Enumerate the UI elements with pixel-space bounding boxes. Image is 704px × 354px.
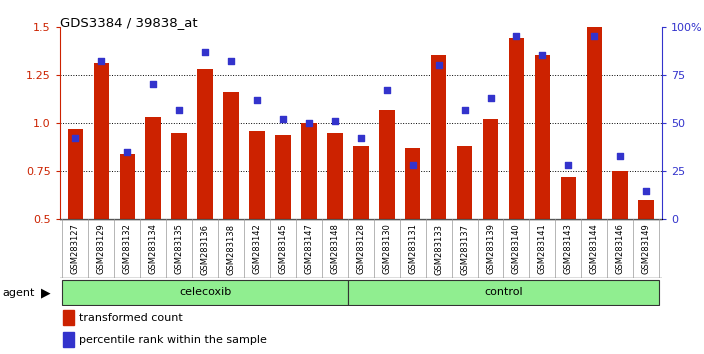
- Bar: [94, 63, 109, 219]
- Bar: [63, 332, 74, 347]
- Point: [459, 107, 470, 112]
- Point: [485, 95, 496, 101]
- Bar: [197, 69, 213, 219]
- Text: GSM283141: GSM283141: [538, 224, 547, 274]
- FancyBboxPatch shape: [348, 280, 659, 305]
- Bar: [560, 177, 576, 219]
- Text: GSM283136: GSM283136: [201, 224, 210, 275]
- Point: [225, 58, 237, 64]
- Bar: [483, 119, 498, 219]
- Text: GSM283139: GSM283139: [486, 224, 495, 274]
- Bar: [639, 200, 654, 219]
- Point: [329, 118, 341, 124]
- Point: [536, 53, 548, 58]
- Text: GSM283137: GSM283137: [460, 224, 469, 275]
- Bar: [327, 133, 343, 219]
- Bar: [353, 146, 369, 219]
- Bar: [405, 148, 420, 219]
- Text: GDS3384 / 39838_at: GDS3384 / 39838_at: [60, 16, 197, 29]
- Point: [589, 33, 600, 39]
- Text: GSM283133: GSM283133: [434, 224, 443, 275]
- Text: GSM283131: GSM283131: [408, 224, 417, 274]
- Bar: [612, 171, 628, 219]
- Bar: [301, 123, 317, 219]
- Text: GSM283132: GSM283132: [122, 224, 132, 274]
- Text: agent: agent: [2, 288, 34, 298]
- Point: [174, 107, 185, 112]
- Bar: [146, 117, 161, 219]
- Bar: [63, 310, 74, 325]
- Text: percentile rank within the sample: percentile rank within the sample: [79, 335, 267, 345]
- Point: [148, 81, 159, 87]
- Text: GSM283149: GSM283149: [641, 224, 650, 274]
- Bar: [379, 109, 394, 219]
- Text: GSM283135: GSM283135: [175, 224, 184, 274]
- Bar: [534, 56, 551, 219]
- Bar: [509, 38, 524, 219]
- Point: [96, 58, 107, 64]
- Point: [251, 97, 263, 103]
- Point: [277, 116, 289, 122]
- Bar: [275, 135, 291, 219]
- Text: GSM283129: GSM283129: [97, 224, 106, 274]
- Text: GSM283148: GSM283148: [330, 224, 339, 274]
- Point: [355, 136, 366, 141]
- Text: transformed count: transformed count: [79, 313, 183, 322]
- FancyBboxPatch shape: [63, 280, 348, 305]
- Point: [615, 153, 626, 159]
- Text: GSM283140: GSM283140: [512, 224, 521, 274]
- Point: [199, 49, 210, 55]
- Bar: [431, 56, 446, 219]
- Text: GSM283130: GSM283130: [382, 224, 391, 274]
- Text: GSM283143: GSM283143: [564, 224, 573, 274]
- Point: [122, 149, 133, 155]
- Bar: [223, 92, 239, 219]
- Text: GSM283145: GSM283145: [279, 224, 287, 274]
- Bar: [171, 133, 187, 219]
- Point: [381, 87, 392, 93]
- Text: GSM283134: GSM283134: [149, 224, 158, 274]
- Text: GSM283138: GSM283138: [227, 224, 236, 275]
- Point: [641, 188, 652, 193]
- Text: ▶: ▶: [41, 286, 51, 299]
- Point: [511, 33, 522, 39]
- Text: GSM283128: GSM283128: [356, 224, 365, 274]
- Bar: [457, 146, 472, 219]
- Bar: [68, 129, 83, 219]
- Bar: [586, 27, 602, 219]
- Text: control: control: [484, 287, 523, 297]
- Point: [70, 136, 81, 141]
- Bar: [120, 154, 135, 219]
- Text: GSM283127: GSM283127: [71, 224, 80, 274]
- Point: [562, 162, 574, 168]
- Text: GSM283142: GSM283142: [253, 224, 261, 274]
- Text: celecoxib: celecoxib: [179, 287, 231, 297]
- Point: [407, 162, 418, 168]
- Text: GSM283146: GSM283146: [616, 224, 624, 274]
- Point: [303, 120, 315, 126]
- Text: GSM283144: GSM283144: [590, 224, 599, 274]
- Bar: [249, 131, 265, 219]
- Text: GSM283147: GSM283147: [304, 224, 313, 274]
- Point: [433, 62, 444, 68]
